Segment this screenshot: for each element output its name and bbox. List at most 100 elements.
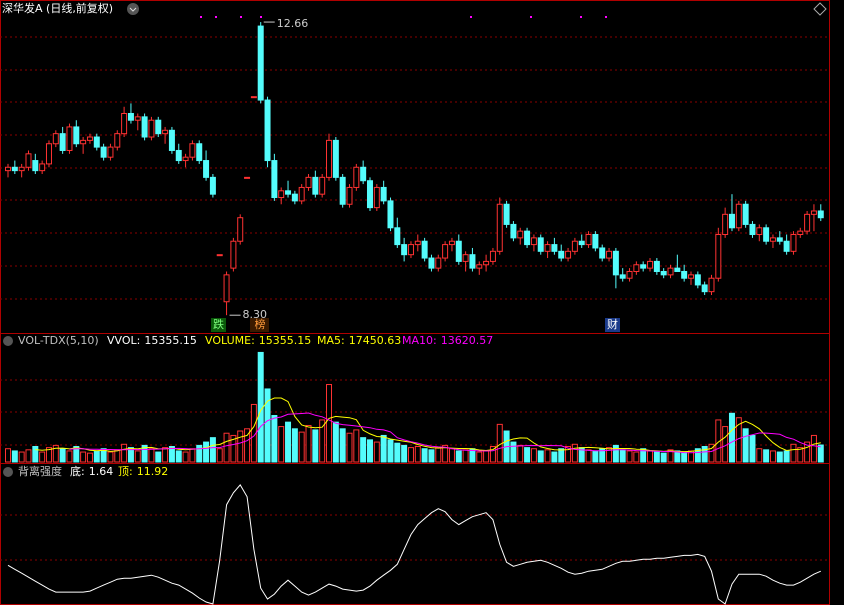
volume-bar [209,437,216,463]
candle-body [537,237,544,252]
volume-bar [530,448,537,463]
volume-bar [694,448,701,463]
candle-body [797,230,804,236]
volume-bar [517,444,524,463]
ma-line [69,412,821,454]
volume-bar [647,450,654,463]
volume-bar [448,448,455,463]
candle-body [660,270,667,276]
volume-bar [264,388,271,463]
volume-bar [715,419,722,463]
candle-body [257,25,264,101]
candle-body [804,213,811,232]
volume-bar [414,446,421,463]
candle-body [783,240,790,252]
volume-bar [32,446,39,463]
event-badge[interactable] [250,318,269,332]
menu-button[interactable] [3,467,13,477]
candle-body [544,244,551,252]
candle-body [510,223,517,239]
candle-body [708,277,715,293]
max-label: 12.66 [277,17,309,30]
event-badge[interactable] [211,318,226,332]
candle-body [107,146,114,158]
volume-bar [285,421,292,463]
volume-bar [401,444,408,463]
candle-body [592,234,599,249]
candle-body [209,176,216,195]
candle-body [688,274,694,279]
candle-body [571,240,578,252]
volume-bar [155,451,162,463]
volume-bar [667,449,674,463]
volume-bar [633,451,640,463]
readout-value: 15355.15 [144,334,197,347]
candle-body [223,274,230,303]
candle-body [483,260,490,266]
candle-body [694,274,701,286]
readout: MA5: 17450.63 [317,334,401,347]
volume-bar [291,428,298,463]
event-badge[interactable] [605,318,620,332]
candle-body [45,143,52,165]
volume-bar [558,448,565,463]
panel-title: 背离强度 [18,464,62,478]
candle-body [769,237,776,242]
volume-bar [80,451,87,463]
candle-body [148,119,155,138]
candle-body [5,166,11,172]
volume-bar [674,450,681,463]
candle-body [810,210,817,215]
candle-body [326,139,333,178]
candle-body [339,176,346,205]
candle-body [230,240,237,269]
readout-value: 17450.63 [349,334,402,347]
candle-body [175,149,182,162]
event-label: 榜 [255,317,266,331]
volume-bar [701,446,708,463]
volume-bar [510,441,517,463]
candle-body [401,244,408,256]
candle-body [674,267,681,272]
panel-title: VOL-TDX(5,10) [18,334,99,347]
volume-bar [769,450,776,463]
candle-body [278,190,285,199]
candle-body [407,244,414,256]
candle-body [360,166,367,182]
candle-body [366,180,373,209]
volume-bar [442,444,449,463]
candle-body [162,129,169,135]
candle-body [715,234,722,279]
volume-bar [394,442,401,463]
candle-body [134,116,141,121]
candle-body [244,176,251,179]
readout-label: 顶: [118,465,133,478]
candle-body [196,143,203,162]
candle-body [776,237,783,242]
candle-body [476,264,483,269]
volume-bar [100,448,107,463]
volume-bar [59,448,66,463]
volume-bar [763,449,770,463]
volume-bar [127,447,134,463]
candle-body [216,254,223,257]
readout-label: MA5: [317,334,345,347]
volume-bar [640,448,647,463]
candle-body [558,250,565,259]
candle-body [722,213,729,236]
volume-bar [551,451,558,463]
readout: VVOL: 15355.15 [107,334,197,347]
candle-body [462,254,469,262]
candle-body [271,160,278,199]
volume-bar [660,452,667,463]
volume-bar [783,450,790,463]
menu-button[interactable] [3,336,13,346]
candle-body [93,136,100,148]
candle-body [394,227,401,246]
volume-bar [756,448,763,463]
menu-button[interactable] [127,3,139,15]
candle-body [305,176,312,188]
candle-body [442,244,449,259]
candle-body [448,240,455,246]
toggle-icon[interactable] [813,2,827,16]
